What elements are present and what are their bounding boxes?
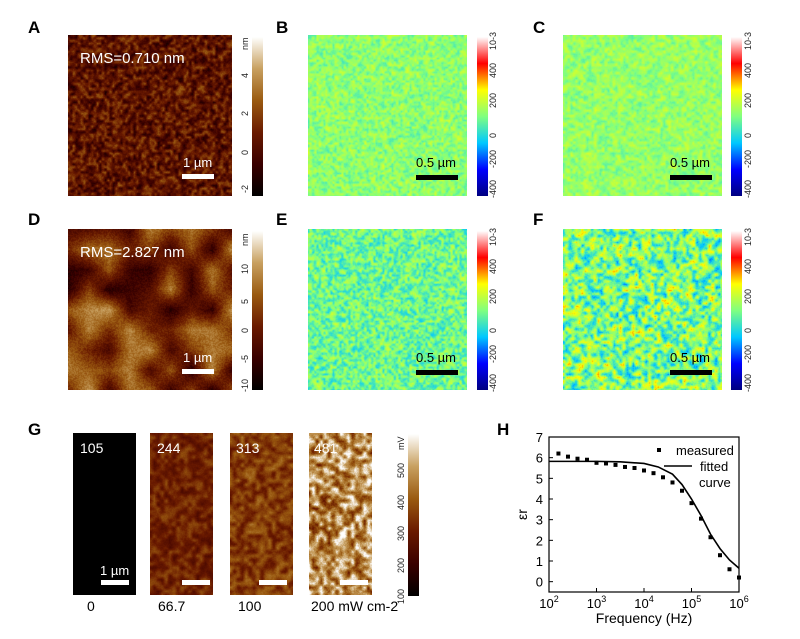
scale-bar-g2 (259, 580, 287, 585)
y-tick-label: 7 (536, 430, 543, 445)
fitted-curve-line (549, 460, 740, 569)
scale-bar-g1 (182, 580, 210, 585)
y-tick-label: 2 (536, 533, 543, 548)
y-tick-label: 3 (536, 513, 543, 528)
measured-point (718, 553, 722, 558)
scale-label-f: 0.5 µm (670, 350, 711, 365)
panel-label-c: C (533, 18, 546, 37)
measured-point (698, 516, 703, 521)
x-tick-label: 103 (587, 594, 606, 611)
measured-point (556, 451, 561, 456)
scale-label-a: 1 µm (183, 155, 213, 170)
legend-fitted-label-line1: fitted (700, 459, 728, 474)
measured-point (613, 462, 618, 467)
intensity-label-200: 200 mW cm-2 (311, 598, 399, 614)
potential-value-200: 481 (314, 440, 338, 456)
panel-label-b: B (276, 18, 289, 37)
x-tick-label: 106 (729, 594, 748, 611)
scale-label-c: 0.5 µm (670, 155, 711, 170)
scale-label-b: 0.5 µm (416, 155, 457, 170)
y-tick-label: 4 (536, 492, 543, 507)
legend-measured-marker (657, 448, 661, 452)
colorbar-f (731, 231, 742, 390)
measured-point (565, 454, 570, 459)
colorbar-b (477, 37, 488, 196)
intensity-label-66: 66.7 (158, 598, 186, 614)
colorbar-d (252, 231, 263, 390)
potential-value-66: 244 (157, 440, 181, 456)
intensity-label-100: 100 (238, 598, 262, 614)
kpfm-image-100 (230, 433, 293, 595)
legend-measured-label: measured (676, 443, 734, 458)
intensity-label-0: 0 (87, 598, 95, 614)
rms-label-d: RMS=2.827 nm (80, 244, 185, 261)
scale-bar-d (182, 369, 214, 374)
measured-point (632, 466, 637, 470)
legend-fitted-label-line2: curve (699, 475, 731, 490)
kpfm-image-0 (73, 433, 136, 595)
measured-point (680, 488, 685, 493)
potential-value-100: 313 (236, 440, 260, 456)
scale-bar-a (182, 174, 214, 179)
measured-point (622, 464, 627, 469)
panel-label-h: H (497, 420, 510, 439)
measured-point (642, 468, 646, 473)
measured-point (708, 535, 713, 540)
measured-point (585, 457, 590, 462)
colorbar-a (252, 37, 263, 196)
x-tick-label: 104 (634, 594, 653, 611)
y-tick-label: 1 (536, 554, 543, 569)
rms-label-a: RMS=0.710 nm (80, 50, 185, 67)
kpfm-image-66 (150, 433, 213, 595)
panel-label-f: F (533, 210, 544, 229)
kpfm-image-200 (309, 433, 372, 595)
y-tick-label: 0 (536, 575, 543, 590)
scale-bar-b (416, 175, 458, 180)
scale-bar-f (670, 370, 712, 375)
afm-image-a (68, 35, 232, 196)
panel-label-d: D (28, 210, 41, 229)
colorbar-e (477, 231, 488, 390)
colorbar-c (731, 37, 742, 196)
scale-bar-g0 (101, 580, 129, 585)
strain-map-e (308, 229, 467, 390)
scale-bar-e (416, 370, 458, 375)
measured-point (689, 501, 694, 506)
measured-point (670, 480, 675, 485)
scale-bar-g3 (340, 580, 368, 585)
scale-label-e: 0.5 µm (416, 350, 457, 365)
measured-point (661, 475, 666, 480)
measured-point (594, 460, 599, 465)
strain-map-c (563, 35, 722, 196)
measured-point (575, 456, 580, 461)
y-tick-label: 5 (536, 471, 543, 486)
measured-point (651, 471, 656, 476)
x-tick-label: 105 (682, 594, 701, 611)
x-tick-label: 102 (539, 594, 558, 611)
scale-label-g: 1 µm (100, 563, 130, 578)
scale-bar-c (670, 175, 712, 180)
y-axis-label: εr (514, 509, 530, 520)
panel-label-g: G (28, 420, 42, 439)
y-tick-label: 6 (536, 451, 543, 466)
scale-label-d: 1 µm (183, 350, 213, 365)
panel-label-a: A (28, 18, 41, 37)
strain-map-b (308, 35, 467, 196)
colorbar-g (408, 434, 419, 596)
measured-point (737, 575, 741, 580)
potential-value-0: 105 (80, 440, 104, 456)
measured-point (604, 461, 609, 466)
strain-map-f (563, 229, 722, 390)
panel-label-e: E (276, 210, 288, 229)
x-axis-label: Frequency (Hz) (596, 610, 692, 626)
measured-point (727, 567, 732, 572)
afm-image-d (68, 229, 232, 390)
